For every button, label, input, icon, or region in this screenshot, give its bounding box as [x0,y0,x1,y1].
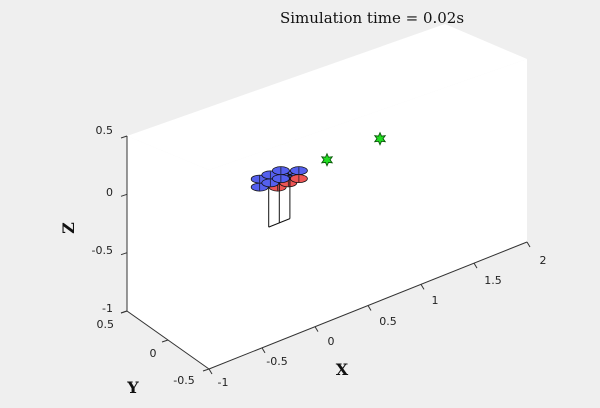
x-tick-mark [261,347,266,354]
plot-area-back [209,59,527,369]
x-tick-mark [526,241,531,248]
x-tick-mark [367,305,372,311]
x-tick-label: -1 [218,376,229,389]
quadrotor [271,166,308,219]
x-tick-label: 2 [540,254,547,267]
z-tick-label: -0.5 [92,244,113,257]
y-tick-label: -0.5 [173,374,194,387]
z-tick-mark [120,193,128,197]
marks-layer [250,131,387,228]
x-tick-label: 1 [432,294,439,307]
x-tick-label: 0.5 [379,315,397,328]
plot-area-top [127,24,527,170]
ticks-layer [120,135,531,375]
x-tick-label: 0 [328,335,335,348]
target-star [373,131,387,146]
x-tick-label: -0.5 [266,355,287,368]
z-tick-label: 0.5 [96,124,114,137]
y-tick-mark [161,339,169,343]
y-tick-label: 0 [150,347,157,360]
y-tick-label: 0.5 [97,318,115,331]
z-tick-mark [120,135,128,139]
z-tick-label: -1 [102,302,113,315]
x-tick-label: 1.5 [484,274,502,287]
y-tick-mark [202,368,210,372]
x-tick-mark [420,284,425,290]
x-tick-mark [314,326,319,332]
target-star [320,152,334,167]
z-axis-label: Z [59,222,78,234]
chart-title: Simulation time = 0.02s [280,9,464,27]
payload-frame [268,218,291,228]
y-axis-label: Y [126,378,139,397]
x-axis-label: X [336,360,349,379]
x-tick-mark [473,262,478,269]
x-tick-mark [208,368,213,375]
z-tick-mark [120,252,128,256]
y-tick-mark [120,310,128,314]
plot-area-side [127,136,209,369]
z-tick-label: 0 [106,186,113,199]
